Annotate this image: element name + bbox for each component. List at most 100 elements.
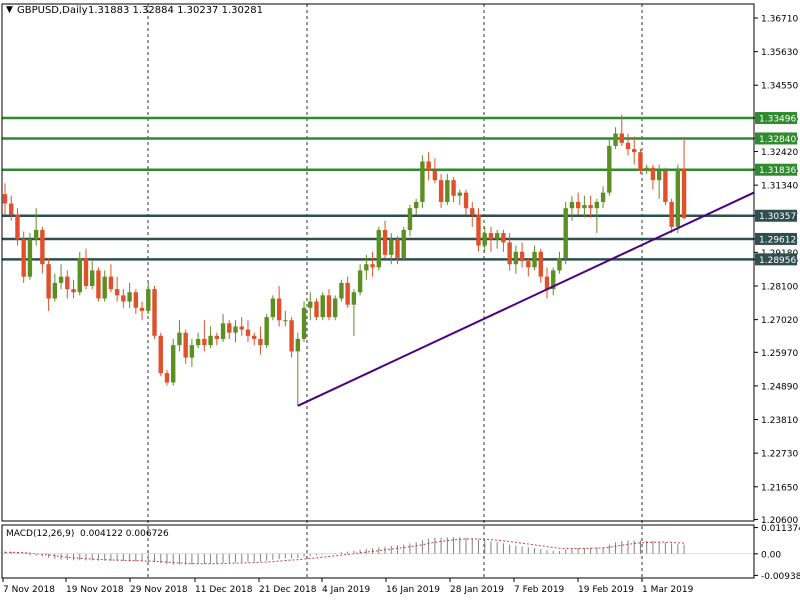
symbol-label: GBPUSD,Daily — [17, 5, 88, 16]
macd-panel — [2, 537, 754, 565]
candle-body-bull — [189, 345, 195, 358]
price-tick-label: 1.25970 — [761, 349, 798, 359]
price-tick-label: 1.34550 — [761, 82, 798, 92]
level-tag-label: 1.28956 — [759, 256, 796, 266]
candle-body-bear — [46, 264, 51, 299]
candle-body-bull — [513, 251, 519, 265]
candle-body-bull — [90, 270, 95, 286]
macd-tick-label: 0.011374 — [761, 524, 800, 534]
candle-body-bear — [214, 335, 220, 339]
level-tag-label: 1.29612 — [759, 235, 796, 245]
level-tag-bg — [755, 132, 797, 145]
level-tag-bg — [755, 163, 797, 176]
candle-body-bull — [171, 345, 176, 383]
level-tag-bg — [755, 112, 797, 125]
candle-body-bull — [339, 282, 344, 299]
trendline-layer — [297, 191, 755, 407]
trendline — [297, 191, 755, 407]
time-axis-label: 16 Jan 2019 — [386, 585, 440, 595]
candle-body-bear — [588, 205, 593, 209]
candle-body-bear — [183, 332, 188, 358]
price-tick-label: 1.32420 — [761, 148, 798, 158]
candle-body-bull — [270, 298, 276, 318]
time-axis-label: 29 Nov 2018 — [130, 585, 188, 595]
candle-body-bear — [239, 326, 244, 330]
candle-body-bull — [569, 201, 575, 209]
ohlc-values: 1.31883 1.32884 1.30237 1.30281 — [88, 5, 263, 16]
candle-body-bear — [507, 242, 512, 265]
candle-body-bear — [575, 201, 581, 209]
price-tick-label: 1.31340 — [761, 182, 798, 192]
candle-body-bear — [139, 307, 145, 311]
level-tag-bg — [755, 253, 797, 266]
macd-panel-frame — [1, 524, 755, 579]
candle-body-bear — [314, 301, 319, 318]
time-axis-label: 21 Dec 2018 — [259, 585, 317, 595]
candle-body-bull — [457, 192, 462, 196]
candle-body-bear — [625, 142, 631, 150]
candle-body-bear — [121, 295, 126, 302]
candle-body-bear — [544, 276, 550, 290]
candle-body-bear — [2, 194, 8, 204]
candle-body-bear — [202, 338, 207, 346]
candle-body-bear — [538, 251, 543, 277]
candle-body-bear — [133, 292, 139, 308]
candle-body-bear — [326, 295, 332, 318]
candle-body-bear — [463, 192, 469, 209]
candle-body-bull — [532, 251, 537, 268]
candle-body-bull — [27, 239, 33, 277]
candle-body-bear — [638, 152, 643, 171]
candle-body-bull — [656, 170, 662, 181]
candle-body-bull — [551, 270, 556, 290]
candle-body-bear — [252, 335, 257, 339]
candle-body-bear — [152, 289, 157, 336]
candle-body-bear — [382, 229, 388, 255]
candle-body-bull — [482, 233, 487, 246]
candle-body-bear — [258, 338, 263, 346]
macd-tick-label: 0.00 — [761, 550, 781, 560]
candle-body-bull — [357, 270, 363, 293]
candle-body-bull — [295, 338, 301, 352]
candle-body-bull — [420, 161, 425, 202]
candle-body-bull — [33, 229, 39, 240]
collapse-triangle-icon[interactable]: ▼ — [6, 5, 13, 15]
candle-body-bull — [220, 323, 226, 339]
time-axis-label: 28 Jan 2019 — [450, 585, 504, 595]
candle-body-bull — [594, 201, 600, 209]
level-tags: 1.33496 1.32840 1.31836 1.30357 1.29612 1.289… — [755, 112, 797, 266]
price-tick-label: 1.22730 — [761, 450, 798, 460]
candle-body-bull — [146, 289, 151, 311]
candle-body-bull — [320, 295, 325, 318]
candle-body-bull — [332, 298, 338, 318]
candle-body-bear — [345, 282, 350, 305]
candle-body-bear — [158, 335, 163, 374]
candle-body-bear — [681, 168, 687, 219]
time-axis-label: 7 Feb 2019 — [514, 585, 565, 595]
candle-body-bear — [488, 233, 494, 240]
candle-body-bull — [177, 332, 182, 346]
candle-body-bull — [208, 335, 213, 346]
candle-body-bull — [445, 180, 450, 202]
candle-body-bear — [432, 170, 438, 181]
candle-body-bull — [557, 257, 562, 271]
candle-body-bull — [644, 167, 649, 171]
candle-body-bull — [407, 208, 413, 230]
candle-body-bear — [663, 170, 668, 202]
price-tick-label: 1.21650 — [761, 483, 798, 493]
candle-body-bear — [114, 289, 120, 296]
candle-body-bear — [15, 214, 20, 240]
candle-body-bear — [395, 239, 400, 258]
candle-body-bull — [607, 145, 612, 193]
candle-body-bull — [613, 133, 618, 146]
candle-body-bear — [227, 323, 232, 333]
candle-body-bull — [582, 205, 587, 209]
candle-body-bear — [526, 261, 531, 268]
candle-body-bull — [351, 292, 357, 305]
candle-body-bear — [476, 214, 481, 246]
candle-body-bear — [669, 201, 674, 227]
candle-body-bull — [563, 208, 568, 258]
candle-body-bear — [619, 133, 624, 143]
candle-body-bear — [65, 276, 70, 290]
